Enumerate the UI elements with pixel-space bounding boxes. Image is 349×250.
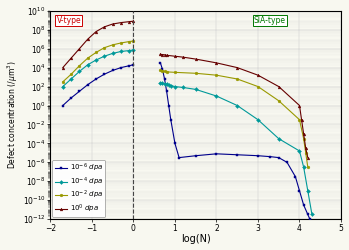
$10^{-2}$ $dpa$: [256, 85, 260, 88]
Text: V-type: V-type: [57, 16, 81, 25]
$10^{0}$ $dpa$: [302, 132, 306, 136]
$10^{-6}$ $dpa$: [177, 156, 181, 159]
$10^{0}$ $dpa$: [173, 55, 177, 58]
$10^{-4}$ $dpa$: [162, 82, 166, 85]
$10^{0}$ $dpa$: [181, 56, 185, 59]
$10^{-2}$ $dpa$: [302, 137, 306, 140]
$10^{-4}$ $dpa$: [161, 82, 165, 85]
$10^{-6}$ $dpa$: [194, 154, 198, 157]
$10^{0}$ $dpa$: [194, 58, 198, 60]
$10^{0}$ $dpa$: [162, 53, 166, 56]
$10^{-6}$ $dpa$: [302, 204, 306, 206]
$10^{0}$ $dpa$: [164, 54, 169, 57]
$10^{-4}$ $dpa$: [306, 189, 310, 192]
$10^{-2}$ $dpa$: [306, 166, 310, 168]
$10^{-6}$ $dpa$: [169, 118, 173, 121]
$10^{-2}$ $dpa$: [158, 69, 163, 72]
$10^{-6}$ $dpa$: [297, 189, 302, 192]
Line: $10^{-6}$ $dpa$: $10^{-6}$ $dpa$: [159, 62, 313, 225]
$10^{-4}$ $dpa$: [169, 84, 173, 87]
$10^{0}$ $dpa$: [214, 61, 218, 64]
$10^{0}$ $dpa$: [297, 104, 302, 107]
$10^{-6}$ $dpa$: [308, 218, 312, 221]
$10^{-4}$ $dpa$: [256, 118, 260, 121]
$10^{-2}$ $dpa$: [297, 118, 302, 121]
$10^{-2}$ $dpa$: [277, 99, 281, 102]
$10^{-6}$ $dpa$: [164, 90, 169, 93]
$10^{0}$ $dpa$: [277, 85, 281, 88]
$10^{-4}$ $dpa$: [235, 104, 239, 107]
$10^{-6}$ $dpa$: [293, 175, 297, 178]
$10^{-6}$ $dpa$: [158, 61, 163, 64]
$10^{-6}$ $dpa$: [256, 154, 260, 157]
Y-axis label: Defect concentration (/$\mu$m$^3$): Defect concentration (/$\mu$m$^3$): [6, 61, 20, 169]
$10^{-6}$ $dpa$: [268, 155, 273, 158]
$10^{0}$ $dpa$: [304, 147, 308, 150]
$10^{-4}$ $dpa$: [214, 94, 218, 98]
Text: SIA-type: SIA-type: [254, 16, 286, 25]
$10^{-6}$ $dpa$: [306, 213, 310, 216]
$10^{-6}$ $dpa$: [310, 222, 314, 226]
$10^{0}$ $dpa$: [299, 118, 304, 121]
$10^{-6}$ $dpa$: [235, 153, 239, 156]
$10^{-2}$ $dpa$: [161, 70, 165, 72]
$10^{-2}$ $dpa$: [164, 70, 169, 73]
$10^{0}$ $dpa$: [161, 53, 165, 56]
$10^{-2}$ $dpa$: [214, 74, 218, 77]
$10^{-4}$ $dpa$: [164, 83, 169, 86]
$10^{-4}$ $dpa$: [173, 85, 177, 88]
$10^{-2}$ $dpa$: [235, 78, 239, 80]
$10^{0}$ $dpa$: [158, 53, 163, 56]
Legend: $10^{-6}$ $dpa$, $10^{-4}$ $dpa$, $10^{-2}$ $dpa$, $10^{0}$ $dpa$: $10^{-6}$ $dpa$, $10^{-4}$ $dpa$, $10^{-…: [52, 160, 105, 217]
$10^{-6}$ $dpa$: [285, 161, 289, 164]
$10^{0}$ $dpa$: [235, 66, 239, 69]
$10^{-6}$ $dpa$: [162, 78, 166, 80]
$10^{-4}$ $dpa$: [194, 88, 198, 91]
Line: $10^{-2}$ $dpa$: $10^{-2}$ $dpa$: [159, 69, 309, 168]
$10^{-4}$ $dpa$: [158, 81, 163, 84]
X-axis label: log(N): log(N): [181, 234, 210, 244]
$10^{0}$ $dpa$: [256, 74, 260, 77]
$10^{-2}$ $dpa$: [304, 151, 308, 154]
$10^{-4}$ $dpa$: [310, 213, 314, 216]
$10^{-6}$ $dpa$: [161, 68, 165, 71]
Line: $10^{-4}$ $dpa$: $10^{-4}$ $dpa$: [159, 81, 313, 216]
$10^{-4}$ $dpa$: [302, 166, 306, 168]
$10^{-4}$ $dpa$: [166, 83, 171, 86]
$10^{-4}$ $dpa$: [181, 86, 185, 89]
$10^{-4}$ $dpa$: [277, 137, 281, 140]
$10^{-4}$ $dpa$: [297, 150, 302, 152]
$10^{-6}$ $dpa$: [214, 152, 218, 155]
$10^{-6}$ $dpa$: [277, 156, 281, 159]
$10^{-2}$ $dpa$: [173, 71, 177, 74]
Line: $10^{0}$ $dpa$: $10^{0}$ $dpa$: [159, 53, 309, 159]
$10^{-6}$ $dpa$: [173, 142, 177, 145]
$10^{0}$ $dpa$: [306, 156, 310, 159]
$10^{-6}$ $dpa$: [166, 104, 171, 107]
$10^{-2}$ $dpa$: [162, 70, 166, 73]
$10^{-2}$ $dpa$: [194, 72, 198, 75]
